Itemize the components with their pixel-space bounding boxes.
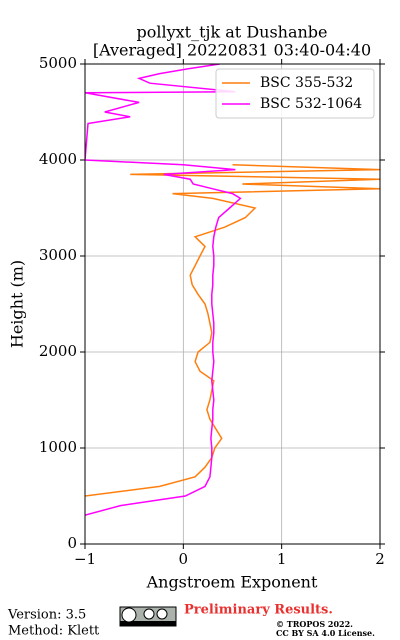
- line: [85, 64, 242, 516]
- license: CC BY SA 4.0 License.: [276, 628, 375, 638]
- y-tick-label: 0: [67, 534, 77, 552]
- legend-label: BSC 355-532: [260, 75, 353, 91]
- version: Version: 3.5: [7, 608, 86, 623]
- x-tick-label: 2: [375, 550, 385, 568]
- line: [85, 164, 380, 497]
- preliminary-note: Preliminary Results.: [184, 603, 333, 618]
- x-tick-label: 0: [179, 550, 189, 568]
- chart-title: pollyxt_tjk at Dushanbe: [136, 23, 327, 42]
- legend-box: [215, 68, 375, 119]
- copyright: © TROPOS 2022.: [276, 619, 353, 629]
- x-axis-label: Angstroem Exponent: [146, 573, 318, 592]
- y-axis-label: Height (m): [8, 260, 27, 348]
- plot-frame: [84, 63, 381, 545]
- y-tick-label: 4000: [39, 150, 77, 168]
- y-tick-label: 5000: [39, 54, 77, 72]
- y-tick-label: 2000: [39, 342, 77, 360]
- y-tick-label: 3000: [39, 246, 77, 264]
- legend-label: BSC 532-1064: [260, 96, 362, 112]
- chart-subtitle: [Averaged] 20220831 03:40-04:40: [93, 41, 371, 60]
- x-tick-label: −1: [74, 550, 96, 568]
- cc-icon: [119, 606, 177, 627]
- method: Method: Klett: [8, 624, 100, 639]
- y-tick-label: 1000: [39, 438, 77, 456]
- x-tick-label: 1: [277, 550, 287, 568]
